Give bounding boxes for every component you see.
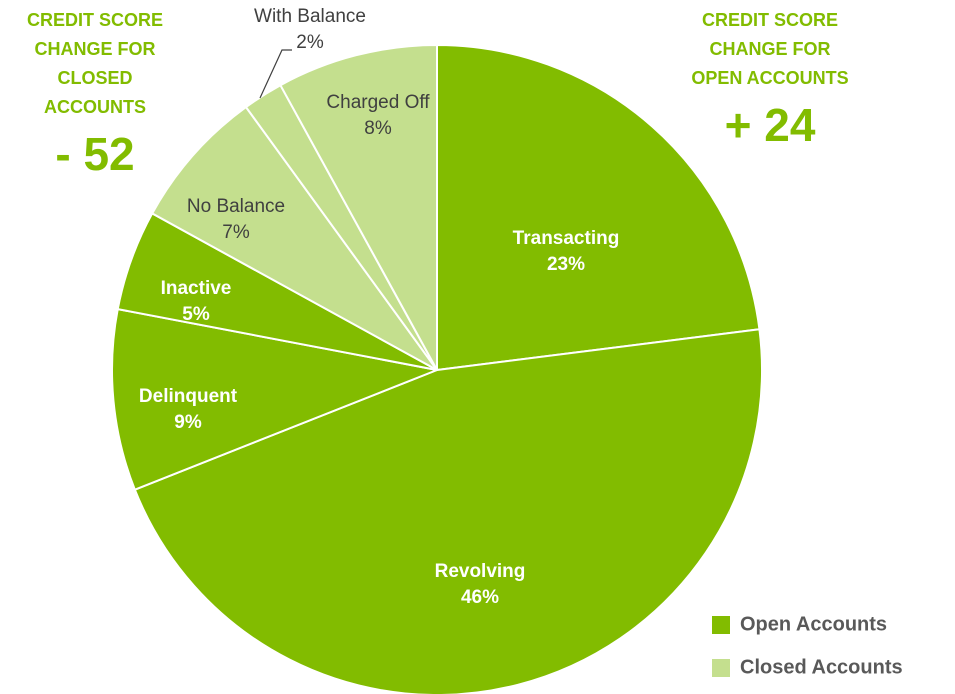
slice-value-label: 5% — [182, 304, 210, 325]
slice-label: Charged Off — [326, 92, 430, 113]
slice-value-label: 46% — [461, 587, 499, 608]
legend-swatch — [712, 616, 730, 634]
slice-value-label: 8% — [364, 118, 392, 139]
slice-label: Revolving — [435, 561, 526, 582]
pie-slice — [111, 307, 441, 491]
pie-slice — [436, 43, 761, 372]
pie-slice — [150, 105, 438, 371]
slice-label: Transacting — [513, 228, 620, 249]
slice-label: No Balance — [187, 196, 285, 217]
slice-label: With Balance — [254, 6, 366, 27]
annotation-text: CREDIT SCORE CHANGE FOR OPEN ACCOUNTS — [691, 10, 849, 88]
annotation-text: CREDIT SCORE CHANGE FOR CLOSED ACCOUNTS — [26, 10, 163, 117]
slice-value-label: 23% — [547, 254, 585, 275]
slice-value-label: 7% — [222, 222, 250, 243]
legend-label: Open Accounts — [740, 613, 887, 635]
slice-label: Inactive — [161, 278, 232, 299]
slice-label: Delinquent — [139, 386, 238, 407]
annotation-value: + 24 — [724, 99, 816, 151]
legend-swatch — [712, 659, 730, 677]
slice-value-label: 9% — [174, 412, 202, 433]
pie-slice — [279, 43, 438, 371]
pie-slice — [133, 328, 763, 694]
annotation: CREDIT SCORE CHANGE FOR CLOSED ACCOUNTS … — [10, 6, 180, 184]
slice-value-label: 2% — [296, 32, 324, 53]
annotation: CREDIT SCORE CHANGE FOR OPEN ACCOUNTS + … — [685, 6, 855, 155]
leader-line — [259, 49, 292, 99]
annotation-value: - 52 — [55, 128, 135, 180]
legend-label: Closed Accounts — [740, 656, 903, 678]
